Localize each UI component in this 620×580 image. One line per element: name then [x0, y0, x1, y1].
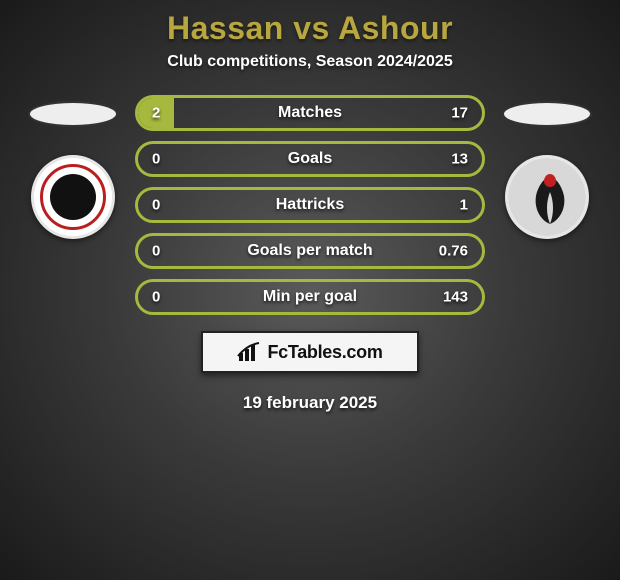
stat-left-value: 0 [152, 197, 160, 214]
page-subtitle: Club competitions, Season 2024/2025 [167, 53, 452, 71]
stat-label: Goals per match [138, 242, 482, 260]
comparison-card: Hassan vs Ashour Club competitions, Seas… [0, 0, 620, 580]
brand-badge: FcTables.com [201, 331, 419, 373]
left-column [19, 95, 127, 239]
stats-panel: 2 Matches 17 0 Goals 13 0 Hattricks 1 0 … [135, 95, 485, 315]
brand-text: FcTables.com [267, 342, 382, 363]
stat-label: Min per goal [138, 288, 482, 306]
right-column [493, 95, 601, 239]
stat-row-goals-per-match: 0 Goals per match 0.76 [135, 233, 485, 269]
player-right-banner [502, 101, 592, 127]
crest-left-core [50, 174, 96, 220]
club-crest-right [505, 155, 589, 239]
stat-label: Hattricks [138, 196, 482, 214]
club-crest-left [31, 155, 115, 239]
footer-date: 19 february 2025 [243, 393, 377, 413]
stat-row-matches: 2 Matches 17 [135, 95, 485, 131]
stat-row-goals: 0 Goals 13 [135, 141, 485, 177]
player-left-banner [28, 101, 118, 127]
stat-left-value: 0 [152, 151, 160, 168]
stat-label: Goals [138, 150, 482, 168]
stat-left-value: 0 [152, 289, 160, 306]
stat-row-hattricks: 0 Hattricks 1 [135, 187, 485, 223]
page-title: Hassan vs Ashour [167, 10, 453, 47]
stat-right-value: 17 [451, 105, 468, 122]
stat-left-value: 0 [152, 243, 160, 260]
stat-right-value: 143 [443, 289, 468, 306]
stat-right-value: 1 [460, 197, 468, 214]
stat-right-value: 13 [451, 151, 468, 168]
bar-chart-icon [237, 341, 263, 363]
stat-fill [138, 98, 174, 128]
eagle-icon [524, 172, 576, 228]
stat-label: Matches [138, 104, 482, 122]
main-row: 2 Matches 17 0 Goals 13 0 Hattricks 1 0 … [0, 95, 620, 315]
stat-row-min-per-goal: 0 Min per goal 143 [135, 279, 485, 315]
stat-right-value: 0.76 [439, 243, 468, 260]
